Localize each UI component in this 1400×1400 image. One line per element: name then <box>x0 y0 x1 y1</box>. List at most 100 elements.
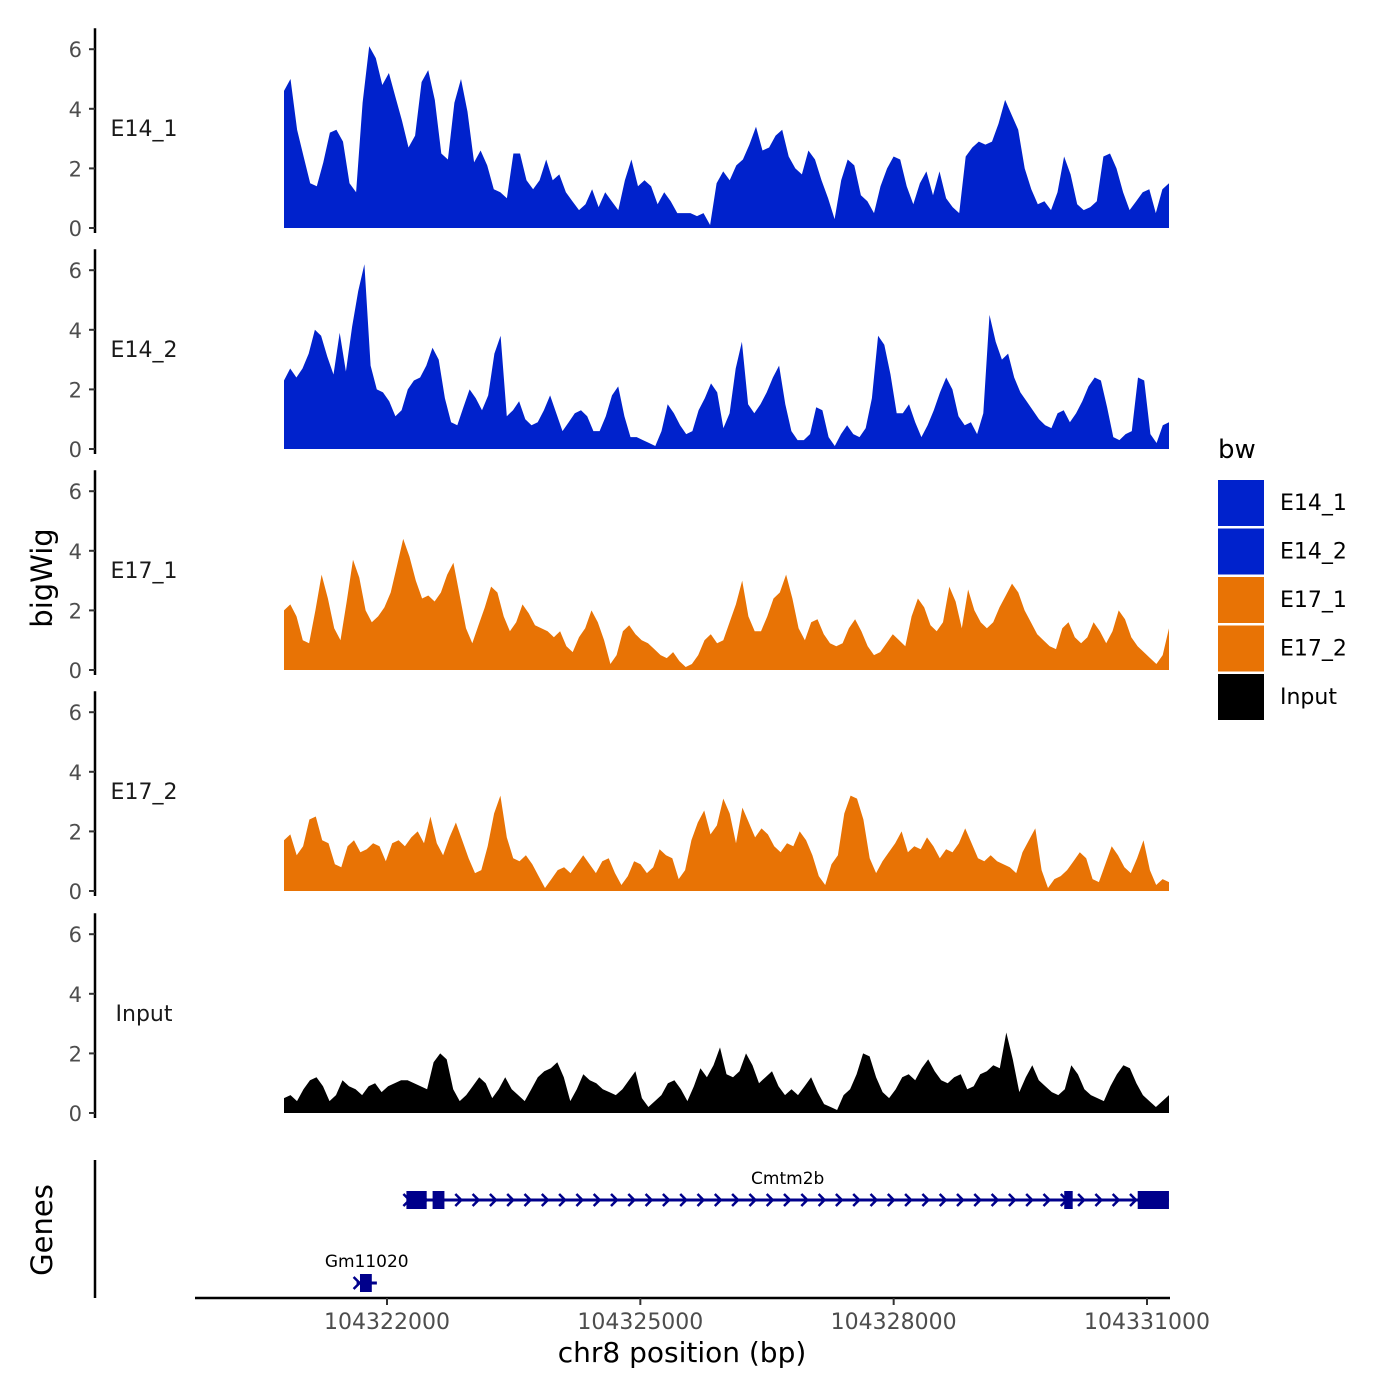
strand-arrow <box>644 1193 654 1207</box>
strand-arrow <box>886 1193 896 1207</box>
signal-tracks: 0 2 4 6 E14_1 0 2 4 6 E14_2 0 2 4 6 E17_1 0 2 4 6 E17_2 0 2 4 6… <box>69 28 1169 1126</box>
strand-arrow <box>575 1193 585 1207</box>
strand-arrow <box>973 1193 983 1207</box>
genes-track: Cmtm2b Gm11020 <box>93 1160 1169 1298</box>
legend-label-input: Input <box>1280 685 1337 710</box>
track-label-input: Input <box>116 1002 173 1027</box>
x-axis-title: chr8 position (bp) <box>558 1336 807 1369</box>
legend-key-e17_2 <box>1218 625 1264 672</box>
strand-arrow <box>523 1193 533 1207</box>
strand-arrow <box>454 1193 464 1207</box>
exon <box>1064 1191 1073 1209</box>
strand-arrow <box>696 1193 706 1207</box>
x-tick-label: 104325000 <box>577 1310 703 1335</box>
y-tick-label: 2 <box>69 1042 82 1066</box>
gene-cmtm2b: Cmtm2b <box>402 1169 1169 1209</box>
y-tick-label: 4 <box>69 98 82 122</box>
strand-arrow <box>1094 1193 1104 1207</box>
strand-arrow <box>627 1193 637 1207</box>
y-tick-label: 0 <box>69 880 82 904</box>
y-tick-label: 2 <box>69 157 82 181</box>
y-tick-label: 2 <box>69 599 82 623</box>
strand-arrow <box>869 1193 879 1207</box>
panel-input: 0 2 4 6 Input <box>69 913 1169 1126</box>
area-e17_1 <box>284 538 1169 670</box>
area-e14_1 <box>284 46 1169 229</box>
strand-arrow <box>1111 1193 1121 1207</box>
y-tick-label: 4 <box>69 540 82 564</box>
exon <box>406 1191 427 1209</box>
area-input <box>284 1032 1169 1113</box>
y-tick-label: 4 <box>69 761 82 785</box>
legend: bw E14_1 E14_2 E17_1 E17_2 Input <box>1218 435 1347 720</box>
strand-arrow <box>352 1276 362 1290</box>
y-tick-label: 0 <box>69 217 82 241</box>
strand-arrow <box>558 1193 567 1207</box>
legend-label-e17_1: E17_1 <box>1280 588 1347 613</box>
strand-arrow <box>748 1193 758 1207</box>
legend-key-e17_1 <box>1218 577 1264 623</box>
y-tick-label: 6 <box>69 259 82 283</box>
x-axis: 104322000 104325000 104328000 104331000 <box>195 1296 1210 1335</box>
panel-e17_1: 0 2 4 6 E17_1 <box>69 470 1169 683</box>
x-tick-label: 104328000 <box>831 1310 957 1335</box>
strand-arrow <box>662 1193 671 1207</box>
strand-arrow <box>592 1193 602 1207</box>
y-tick-label: 4 <box>69 319 82 343</box>
legend-label-e14_1: E14_1 <box>1280 491 1347 516</box>
strand-arrow <box>713 1193 723 1207</box>
strand-arrow <box>1129 1193 1138 1207</box>
strand-arrow <box>540 1193 550 1207</box>
gene-gm11020: Gm11020 <box>325 1252 409 1292</box>
strand-arrow <box>679 1193 688 1207</box>
y-tick-label: 6 <box>69 701 82 725</box>
exon <box>359 1274 372 1292</box>
y-tick-label: 2 <box>69 820 82 844</box>
strand-arrow <box>921 1193 931 1207</box>
y-tick-label: 0 <box>69 659 82 683</box>
strand-arrow <box>506 1193 515 1207</box>
strand-arrow <box>765 1193 775 1207</box>
strand-arrow <box>938 1193 948 1207</box>
legend-label-e17_2: E17_2 <box>1280 637 1347 662</box>
strand-arrow <box>783 1193 792 1207</box>
strand-arrow <box>1077 1193 1086 1207</box>
x-tick-label: 104322000 <box>324 1310 450 1335</box>
strand-arrow <box>489 1193 498 1207</box>
strand-arrow <box>731 1193 740 1207</box>
track-label-e17_2: E17_2 <box>111 780 178 805</box>
strand-arrow <box>471 1193 481 1207</box>
strand-arrow <box>990 1193 1000 1207</box>
track-label-e14_1: E14_1 <box>111 117 178 142</box>
legend-key-e14_2 <box>1218 528 1264 575</box>
area-e14_2 <box>284 264 1169 449</box>
strand-arrow <box>817 1193 827 1207</box>
track-label-e14_2: E14_2 <box>111 338 178 363</box>
panel-e14_2: 0 2 4 6 E14_2 <box>69 249 1169 462</box>
x-tick-label: 104331000 <box>1084 1310 1210 1335</box>
y-tick-label: 0 <box>69 1102 82 1126</box>
y-tick-label: 2 <box>69 378 82 402</box>
y-tick-label: 6 <box>69 923 82 947</box>
y-tick-label: 0 <box>69 438 82 462</box>
strand-arrow <box>1042 1193 1052 1207</box>
strand-arrow <box>956 1193 965 1207</box>
track-label-e17_1: E17_1 <box>111 559 178 584</box>
y-tick-label: 6 <box>69 480 82 504</box>
panel-e17_2: 0 2 4 6 E17_2 <box>69 691 1169 904</box>
strand-arrow <box>1008 1193 1017 1207</box>
area-e17_2 <box>284 795 1169 891</box>
y-tick-label: 4 <box>69 983 82 1007</box>
legend-key-input <box>1218 674 1264 720</box>
strand-arrow <box>1025 1193 1034 1207</box>
strand-arrow <box>904 1193 913 1207</box>
legend-label-e14_2: E14_2 <box>1280 540 1347 565</box>
gene-label-cmtm2b: Cmtm2b <box>751 1169 824 1189</box>
panel-e14_1: 0 2 4 6 E14_1 <box>69 28 1169 241</box>
exon <box>1137 1191 1169 1209</box>
strand-arrow <box>835 1193 844 1207</box>
strand-arrow <box>800 1193 810 1207</box>
exon <box>432 1191 445 1209</box>
y-tick-label: 6 <box>69 38 82 62</box>
